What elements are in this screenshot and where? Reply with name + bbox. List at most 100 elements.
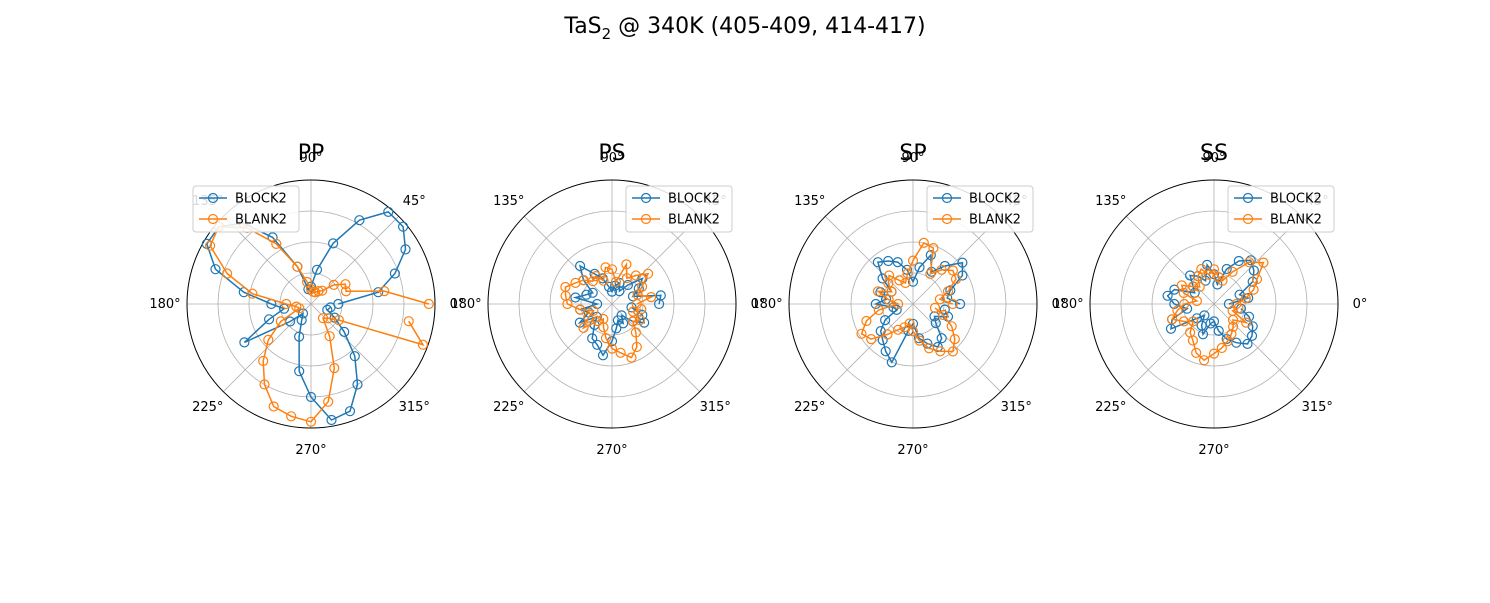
data-point-blank2 bbox=[861, 315, 872, 327]
data-point-blank2 bbox=[936, 264, 947, 275]
data-point-blank2 bbox=[1251, 274, 1263, 285]
grid-spoke bbox=[1126, 303, 1215, 392]
data-point-blank2 bbox=[894, 275, 905, 286]
data-point-block2 bbox=[879, 315, 891, 326]
data-point-block2 bbox=[1245, 255, 1256, 266]
data-point-blank2 bbox=[883, 294, 894, 305]
data-point-blank2 bbox=[263, 334, 274, 345]
title-sub: 2 bbox=[602, 25, 612, 43]
grid-spoke bbox=[912, 303, 1001, 392]
data-point-blank2 bbox=[1258, 257, 1269, 268]
legend: BLOCK2 BLANK2 bbox=[192, 185, 300, 233]
panel-title: SP bbox=[899, 141, 926, 166]
data-point-block2 bbox=[655, 290, 666, 301]
data-point-block2 bbox=[954, 298, 966, 310]
data-point-block2 bbox=[597, 350, 609, 361]
polar-spine bbox=[186, 179, 436, 429]
data-point-blank2 bbox=[328, 279, 339, 290]
data-point-blank2 bbox=[590, 271, 602, 282]
data-point-block2 bbox=[957, 257, 968, 268]
data-point-blank2 bbox=[1187, 335, 1199, 346]
legend: BLOCK2 BLANK2 bbox=[625, 185, 733, 233]
data-point-blank2 bbox=[934, 294, 946, 305]
data-point-blank2 bbox=[305, 416, 317, 427]
grid-spoke bbox=[524, 303, 613, 392]
data-point-block2 bbox=[389, 268, 400, 279]
grid-spoke bbox=[825, 303, 914, 392]
data-point-blank2 bbox=[598, 322, 609, 333]
data-point-block2 bbox=[352, 379, 363, 390]
data-point-blank2 bbox=[873, 304, 884, 316]
data-point-block2 bbox=[339, 326, 350, 337]
data-point-blank2 bbox=[258, 355, 269, 367]
data-point-block2 bbox=[264, 314, 275, 325]
data-point-block2 bbox=[1169, 298, 1180, 310]
angle-tick-label: 225° bbox=[1095, 400, 1126, 415]
data-point-blank2 bbox=[630, 327, 642, 338]
data-point-blank2 bbox=[947, 265, 959, 276]
data-point-blank2 bbox=[329, 363, 340, 374]
legend-label: BLOCK2 bbox=[1270, 192, 1322, 207]
polar-chart-pp: 0°45°90°135°180°225°270°315°PPBLOCK2BLAN… bbox=[149, 141, 464, 458]
data-point-blank2 bbox=[907, 255, 919, 266]
data-point-blank2 bbox=[423, 298, 434, 310]
data-point-blank2 bbox=[1203, 269, 1214, 280]
data-point-blank2 bbox=[938, 309, 949, 321]
data-point-blank2 bbox=[866, 334, 877, 345]
grid-spoke bbox=[524, 216, 613, 305]
legend-marker bbox=[941, 192, 953, 204]
data-point-blank2 bbox=[1216, 342, 1227, 354]
data-point-block2 bbox=[883, 255, 894, 267]
angle-tick-label: 225° bbox=[192, 400, 223, 415]
data-point-blank2 bbox=[1227, 305, 1238, 316]
data-point-blank2 bbox=[1176, 280, 1187, 291]
data-point-blank2 bbox=[323, 313, 334, 324]
data-point-blank2 bbox=[914, 335, 925, 346]
polar-spine bbox=[1089, 179, 1339, 429]
legend: BLOCK2 BLANK2 bbox=[926, 185, 1034, 233]
data-point-block2 bbox=[925, 250, 936, 261]
data-point-blank2 bbox=[946, 321, 957, 332]
polar-chart-ss: 0°45°90°135°180°225°270°315°SSBLOCK2BLAN… bbox=[1052, 141, 1367, 458]
data-point-blank2 bbox=[600, 262, 611, 273]
angle-tick-label: 315° bbox=[700, 400, 731, 415]
data-point-blank2 bbox=[902, 268, 913, 279]
title-rest: @ 340K (405-409, 414-417) bbox=[611, 14, 925, 39]
data-point-blank2 bbox=[222, 268, 233, 279]
data-point-blank2 bbox=[1191, 347, 1202, 358]
angle-tick-label: 270° bbox=[295, 443, 326, 458]
data-point-block2 bbox=[936, 333, 947, 344]
data-point-blank2 bbox=[1208, 264, 1220, 275]
data-point-block2 bbox=[383, 206, 394, 217]
data-point-blank2 bbox=[570, 277, 581, 288]
angle-tick-label: 225° bbox=[493, 400, 524, 415]
series-line-blank2 bbox=[860, 241, 957, 353]
data-point-block2 bbox=[1242, 338, 1253, 349]
data-point-block2 bbox=[1243, 311, 1255, 322]
data-point-blank2 bbox=[379, 286, 390, 297]
data-point-blank2 bbox=[417, 339, 428, 350]
data-point-blank2 bbox=[259, 379, 270, 390]
data-point-blank2 bbox=[899, 322, 910, 333]
data-point-blank2 bbox=[1208, 348, 1220, 359]
data-point-block2 bbox=[892, 257, 903, 268]
data-point-block2 bbox=[574, 260, 586, 272]
data-point-block2 bbox=[326, 414, 337, 426]
data-point-blank2 bbox=[935, 346, 946, 357]
data-point-blank2 bbox=[598, 275, 609, 286]
angle-tick-label: 315° bbox=[399, 400, 430, 415]
angle-tick-label: 135° bbox=[493, 194, 524, 209]
data-point-blank2 bbox=[598, 313, 609, 325]
data-point-block2 bbox=[930, 318, 941, 329]
data-point-blank2 bbox=[942, 286, 954, 297]
grid-spoke bbox=[223, 303, 312, 392]
data-point-block2 bbox=[618, 318, 629, 329]
data-point-blank2 bbox=[1233, 303, 1244, 314]
data-point-block2 bbox=[570, 292, 581, 303]
data-point-blank2 bbox=[1178, 287, 1189, 299]
polar-panels: 0° 45° 90° 135° 180° 225° 270° 315° PP BLOCK2 BLAN… bbox=[149, 141, 1367, 458]
data-point-blank2 bbox=[592, 316, 603, 327]
data-point-blank2 bbox=[892, 324, 904, 335]
data-point-blank2 bbox=[1226, 329, 1237, 340]
grid-spoke bbox=[1213, 303, 1302, 392]
